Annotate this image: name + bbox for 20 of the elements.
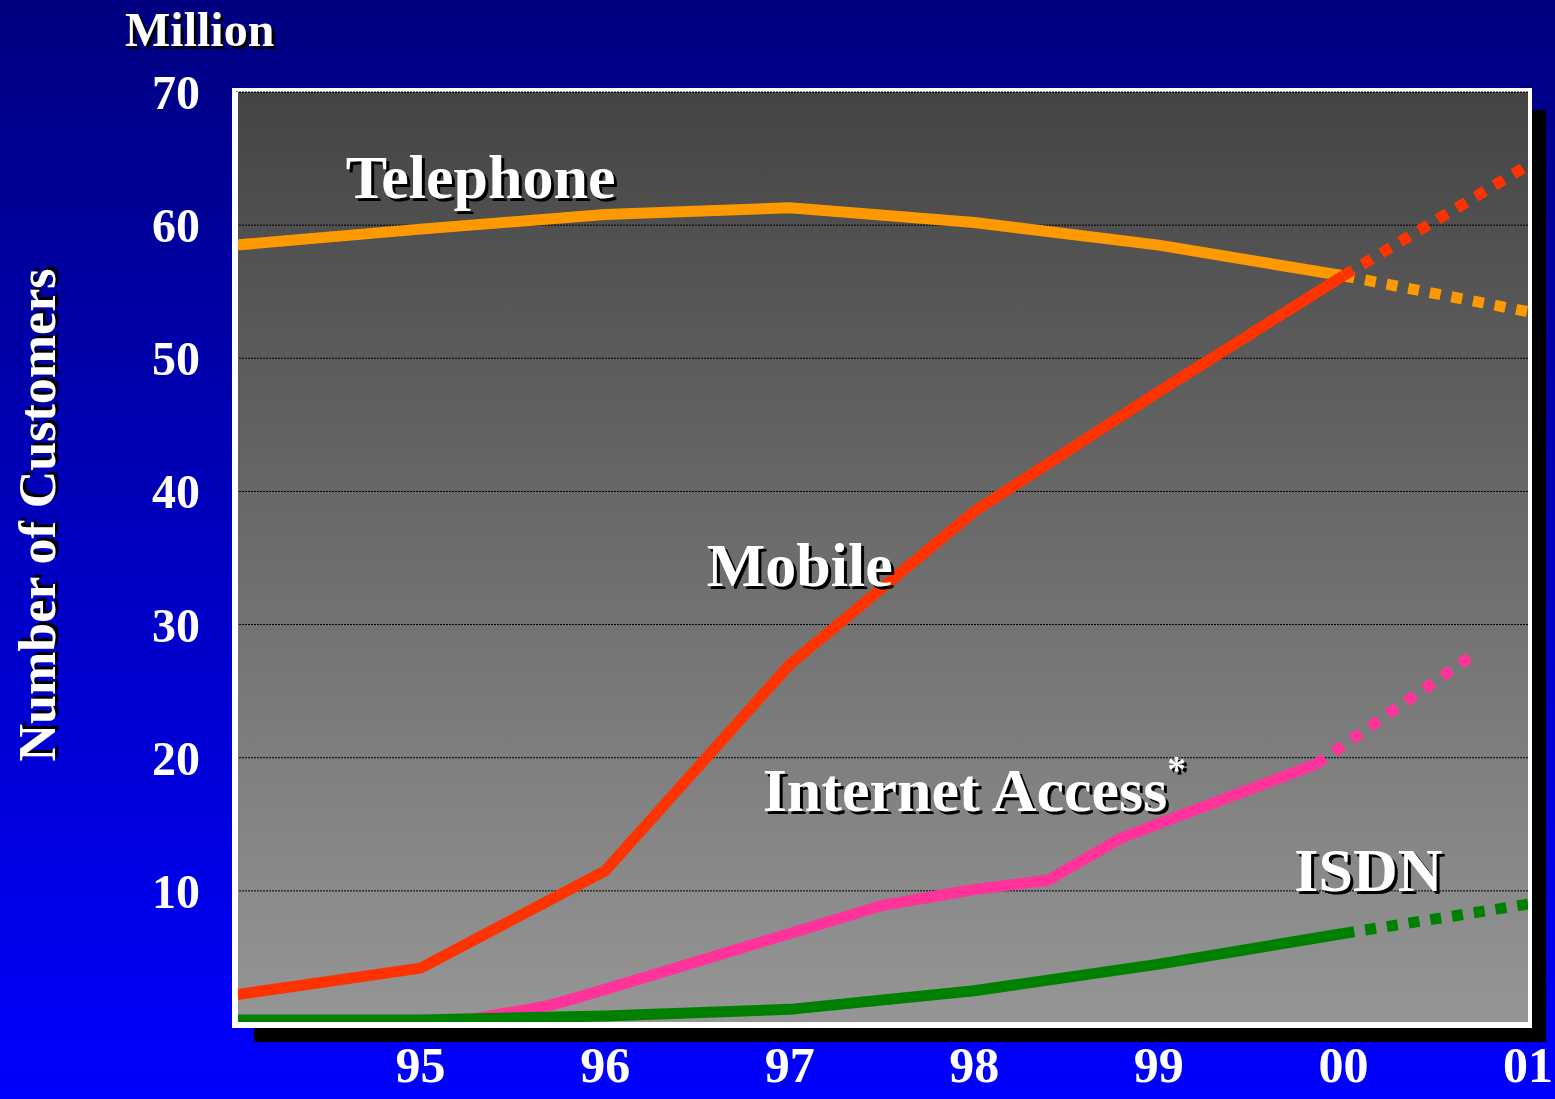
- x-tick-label: 95: [395, 1036, 446, 1093]
- series-label: ISDN: [1294, 836, 1443, 905]
- x-tick-label: 97: [764, 1036, 815, 1093]
- y-tick-label: 40: [152, 465, 200, 519]
- y-tick-label: 50: [152, 332, 200, 386]
- y-tick-label: 20: [152, 731, 200, 785]
- x-tick-label: 96: [580, 1036, 631, 1093]
- series-label: Telephone: [345, 143, 616, 212]
- y-tick-label: 10: [152, 864, 200, 918]
- y-tick-label: 30: [152, 598, 200, 652]
- x-tick-label: 00: [1318, 1036, 1369, 1093]
- x-tick-label: 98: [949, 1036, 1000, 1093]
- y-tick-label: 70: [152, 66, 200, 120]
- series-label: Internet Access$^{*}$: [762, 748, 1186, 824]
- x-tick-label: 01: [1503, 1036, 1553, 1093]
- y-axis-title: Number of Customers: [7, 268, 67, 762]
- y-tick-label: 60: [152, 199, 200, 253]
- text: Million: [125, 2, 275, 57]
- x-tick-label: 99: [1133, 1036, 1184, 1093]
- series-label: Mobile: [706, 530, 893, 599]
